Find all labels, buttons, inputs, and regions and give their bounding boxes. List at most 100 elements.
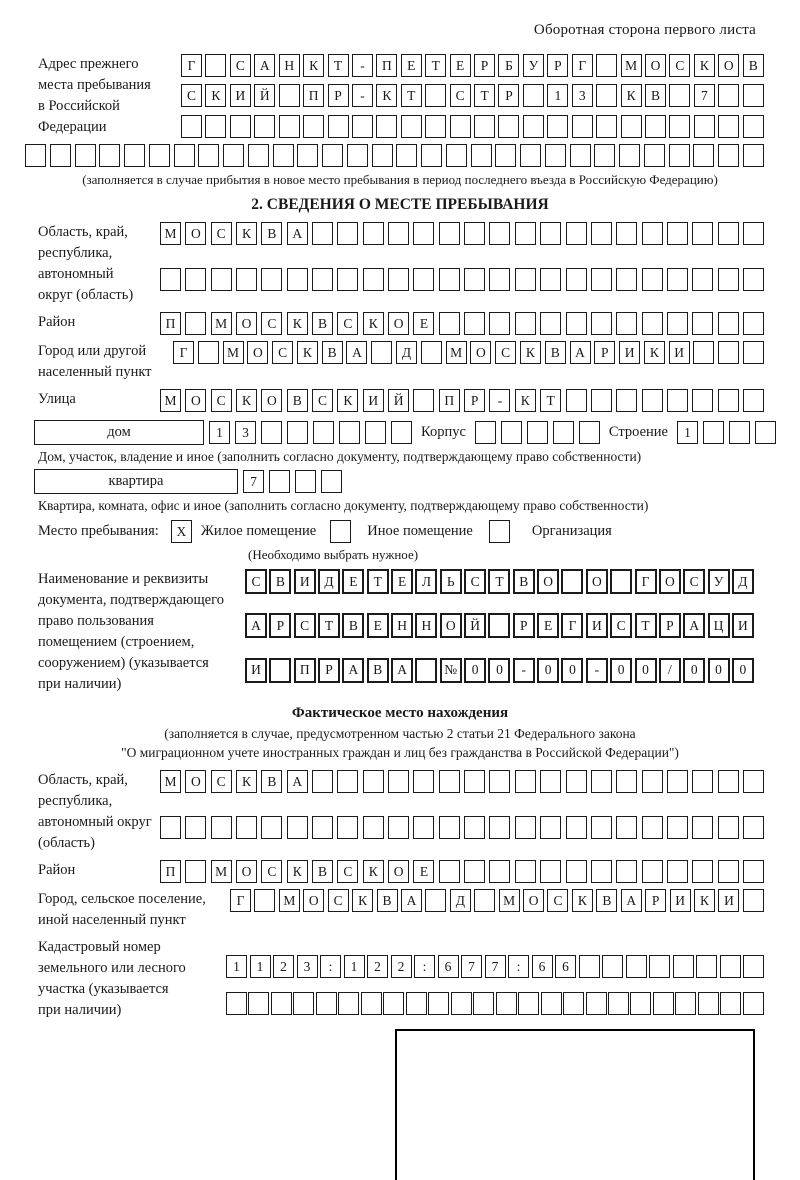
char-cell-filled[interactable]: Е	[366, 613, 389, 639]
char-cell-filled[interactable]: Б	[498, 54, 520, 77]
char-cell-empty[interactable]	[322, 144, 343, 167]
char-cell-empty[interactable]	[693, 114, 715, 138]
char-cell-filled[interactable]: О	[185, 389, 207, 412]
char-cell-filled[interactable]: И	[731, 613, 754, 639]
char-cell-filled[interactable]: Р	[645, 889, 667, 912]
char-cell-filled[interactable]: А	[245, 613, 267, 639]
char-cell-empty[interactable]	[269, 657, 292, 683]
char-cell-filled[interactable]: С	[495, 341, 517, 364]
char-cell-filled[interactable]: П	[160, 312, 181, 335]
char-cell-filled[interactable]: О	[236, 860, 258, 883]
char-cell-filled[interactable]: В	[596, 889, 618, 912]
char-cell-empty[interactable]	[198, 144, 220, 167]
char-cell-filled[interactable]: 6	[531, 955, 553, 978]
char-cell-filled[interactable]: В	[512, 569, 535, 594]
char-cell-empty[interactable]	[464, 815, 486, 839]
char-cell-empty[interactable]	[742, 815, 764, 839]
char-cell-empty[interactable]	[565, 312, 587, 335]
char-cell-filled[interactable]: О	[185, 222, 207, 245]
char-cell-empty[interactable]	[540, 312, 562, 335]
char-cell-empty[interactable]	[619, 144, 640, 167]
char-cell-filled[interactable]: М	[160, 389, 181, 412]
char-cell-filled[interactable]: А	[391, 657, 414, 683]
char-cell-filled[interactable]: К	[519, 341, 541, 364]
char-cell-filled[interactable]: В	[261, 770, 283, 793]
char-cell-filled[interactable]: И	[619, 341, 641, 364]
char-cell-empty[interactable]	[565, 815, 587, 839]
char-cell-filled[interactable]: 0	[537, 657, 560, 683]
char-cell-filled[interactable]: /	[658, 657, 681, 683]
char-cell-filled[interactable]: С	[229, 54, 251, 77]
char-cell-empty[interactable]	[474, 889, 496, 912]
char-cell-filled[interactable]: А	[400, 889, 422, 912]
char-cell-empty[interactable]	[666, 815, 688, 839]
char-cell-empty[interactable]	[360, 991, 382, 1015]
char-cell-filled[interactable]: -	[585, 657, 608, 683]
char-cell-empty[interactable]	[254, 889, 276, 912]
char-cell-empty[interactable]	[270, 991, 292, 1015]
char-cell-empty[interactable]	[590, 860, 612, 883]
char-cell-filled[interactable]: П	[438, 389, 460, 412]
char-cell-empty[interactable]	[321, 470, 342, 493]
char-cell-empty[interactable]	[464, 312, 486, 335]
char-cell-filled[interactable]: 0	[683, 657, 706, 683]
char-cell-empty[interactable]	[438, 860, 460, 883]
char-cell-filled[interactable]: И	[245, 657, 267, 683]
char-cell-empty[interactable]	[522, 114, 544, 138]
char-cell-empty[interactable]	[514, 860, 536, 883]
char-cell-filled[interactable]: Р	[594, 341, 616, 364]
char-cell-empty[interactable]	[692, 312, 714, 335]
char-cell-filled[interactable]: К	[571, 889, 593, 912]
char-cell-empty[interactable]	[561, 569, 584, 594]
char-cell-empty[interactable]	[449, 114, 471, 138]
char-cell-filled[interactable]: К	[620, 84, 642, 108]
char-cell-empty[interactable]	[514, 222, 536, 245]
char-cell-empty[interactable]	[540, 770, 562, 793]
char-cell-empty[interactable]	[641, 860, 663, 883]
char-cell-filled[interactable]: У	[707, 569, 730, 594]
char-cell-empty[interactable]	[514, 815, 536, 839]
char-cell-filled[interactable]: Т	[488, 569, 511, 594]
char-cell-filled[interactable]: В	[366, 657, 389, 683]
char-cell-filled[interactable]: Р	[498, 84, 520, 108]
char-cell-empty[interactable]	[445, 144, 467, 167]
char-cell-filled[interactable]: -	[489, 389, 511, 412]
char-cell-empty[interactable]	[362, 815, 384, 839]
char-cell-empty[interactable]	[643, 144, 665, 167]
char-cell-empty[interactable]	[641, 222, 663, 245]
char-cell-empty[interactable]	[229, 114, 251, 138]
char-cell-empty[interactable]	[337, 222, 359, 245]
char-cell-empty[interactable]	[742, 341, 764, 364]
char-cell-empty[interactable]	[425, 114, 447, 138]
char-cell-empty[interactable]	[210, 815, 232, 839]
char-cell-filled[interactable]: К	[236, 770, 258, 793]
char-cell-filled[interactable]: П	[293, 657, 316, 683]
char-cell-filled[interactable]: Г	[230, 889, 251, 912]
char-cell-empty[interactable]	[421, 144, 442, 167]
char-cell-filled[interactable]: Р	[318, 657, 341, 683]
char-cell-filled[interactable]: В	[261, 222, 283, 245]
char-cell-empty[interactable]	[99, 144, 121, 167]
char-cell-empty[interactable]	[692, 389, 714, 412]
char-cell-empty[interactable]	[520, 144, 541, 167]
char-cell-filled[interactable]: 7	[484, 955, 506, 978]
char-cell-filled[interactable]: Т	[540, 389, 562, 412]
char-cell-empty[interactable]	[717, 770, 739, 793]
char-cell-empty[interactable]	[205, 114, 227, 138]
char-cell-empty[interactable]	[742, 144, 764, 167]
char-cell-empty[interactable]	[693, 341, 715, 364]
char-cell-empty[interactable]	[596, 114, 618, 138]
char-cell-filled[interactable]: П	[376, 54, 398, 77]
char-cell-empty[interactable]	[185, 312, 207, 335]
char-cell-empty[interactable]	[351, 114, 373, 138]
char-cell-empty[interactable]	[261, 815, 283, 839]
char-cell-empty[interactable]	[666, 222, 688, 245]
char-cell-filled[interactable]: О	[303, 889, 325, 912]
char-cell-filled[interactable]: Й	[254, 84, 276, 108]
char-cell-empty[interactable]	[720, 991, 742, 1015]
char-cell-empty[interactable]	[717, 312, 739, 335]
char-cell-empty[interactable]	[474, 421, 496, 444]
char-cell-empty[interactable]	[565, 860, 587, 883]
char-cell-filled[interactable]: Г	[571, 54, 593, 77]
char-cell-filled[interactable]: О	[718, 54, 740, 77]
